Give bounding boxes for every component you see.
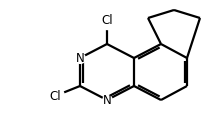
Text: Cl: Cl bbox=[49, 90, 61, 103]
Text: N: N bbox=[76, 51, 84, 64]
Text: Cl: Cl bbox=[101, 14, 113, 26]
Text: N: N bbox=[103, 94, 111, 107]
